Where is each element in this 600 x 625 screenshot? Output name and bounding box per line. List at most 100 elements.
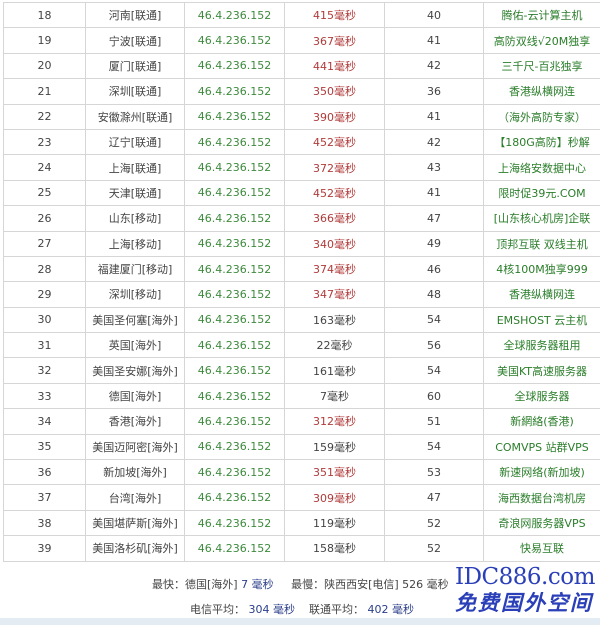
latency-cell: 161毫秒 [284, 357, 385, 384]
sponsor-link[interactable]: 美国KT高速服务器 [483, 357, 600, 384]
sponsor-link[interactable]: 香港纵横网连 [483, 281, 600, 308]
table-row: 37 台湾[海外] 46.4.236.152 309毫秒 47 海西数据台湾机房 [3, 484, 600, 511]
location-cell: 美国堪萨斯[海外] [85, 509, 185, 537]
ip-cell: 46.4.236.152 [184, 1, 285, 29]
sponsor-link[interactable]: 香港纵横网连 [483, 78, 600, 105]
sponsor-link[interactable]: 全球服务器租用 [483, 332, 600, 359]
unicom-avg-value: 402 毫秒 [367, 603, 415, 616]
ip-cell: 46.4.236.152 [184, 230, 285, 257]
hops-cell: 49 [384, 230, 484, 257]
hops-cell: 42 [384, 128, 484, 156]
latency-cell: 372毫秒 [284, 154, 385, 181]
watermark-slogan: 免费国外空间 [455, 590, 593, 615]
table-row: 20 厦门[联通] 46.4.236.152 441毫秒 42 三千尺-百兆独享 [3, 52, 600, 80]
sponsor-link[interactable]: 三千尺-百兆独享 [483, 52, 600, 80]
row-number: 31 [3, 332, 86, 359]
table-row: 28 福建厦门[移动] 46.4.236.152 374毫秒 46 4核100M独享999 [3, 255, 600, 283]
sponsor-link[interactable]: 全球服务器 [483, 382, 600, 410]
latency-cell: 415毫秒 [284, 1, 385, 29]
sponsor-link[interactable]: 4核100M独享999 [483, 255, 600, 283]
hops-cell: 41 [384, 103, 484, 130]
latency-cell: 7毫秒 [284, 382, 385, 410]
table-row: 35 美国迈阿密[海外] 46.4.236.152 159毫秒 54 COMVPS 站群V… [3, 433, 600, 461]
row-number: 28 [3, 255, 86, 283]
table-row: 39 美国洛杉矶[海外] 46.4.236.152 158毫秒 52 快易互联 [3, 535, 600, 562]
sponsor-link[interactable]: 新速网络(新加坡) [483, 459, 600, 486]
unicom-avg-label: 联通平均： [309, 603, 364, 616]
row-number: 36 [3, 459, 86, 486]
table-row: 23 辽宁[联通] 46.4.236.152 452毫秒 42 【180G高防】秒解 [3, 128, 600, 156]
ip-cell: 46.4.236.152 [184, 179, 285, 207]
location-cell: 深圳[移动] [85, 281, 185, 308]
location-cell: 英国[海外] [85, 332, 185, 359]
table-row: 21 深圳[联通] 46.4.236.152 350毫秒 36 香港纵横网连 [3, 78, 600, 105]
ip-cell: 46.4.236.152 [184, 459, 285, 486]
latency-cell: 350毫秒 [284, 78, 385, 105]
fastest-value: 7 毫秒 [241, 578, 274, 591]
location-cell: 天津[联通] [85, 179, 185, 207]
sponsor-link[interactable]: COMVPS 站群VPS [483, 433, 600, 461]
latency-cell: 351毫秒 [284, 459, 385, 486]
row-number: 32 [3, 357, 86, 384]
location-cell: 山东[移动] [85, 205, 185, 232]
ip-cell: 46.4.236.152 [184, 154, 285, 181]
sponsor-link[interactable]: 上海络安数据中心 [483, 154, 600, 181]
table-row: 38 美国堪萨斯[海外] 46.4.236.152 119毫秒 52 奇浪网服务器VPS [3, 509, 600, 537]
hops-cell: 51 [384, 408, 484, 435]
table-row: 30 美国圣何塞[海外] 46.4.236.152 163毫秒 54 EMSHOST 云主… [3, 306, 600, 334]
latency-cell: 374毫秒 [284, 255, 385, 283]
fastest-slowest-line: 最快：德国[海外] 7 毫秒 最慢：陕西西安[电信] 526 毫秒 [152, 576, 449, 592]
ip-cell: 46.4.236.152 [184, 382, 285, 410]
sponsor-link[interactable]: 限时促39元.COM [483, 179, 600, 207]
latency-cell: 441毫秒 [284, 52, 385, 80]
latency-cell: 22毫秒 [284, 332, 385, 359]
averages-line: 电信平均： 304 毫秒 联通平均： 402 毫秒 [190, 601, 414, 617]
sponsor-link[interactable]: 海西数据台湾机房 [483, 484, 600, 511]
hops-cell: 52 [384, 509, 484, 537]
sponsor-link[interactable]: 快易互联 [483, 535, 600, 562]
sponsor-link[interactable]: （海外高防专家） [483, 103, 600, 130]
row-number: 20 [3, 52, 86, 80]
hops-cell: 54 [384, 357, 484, 384]
latency-cell: 367毫秒 [284, 27, 385, 54]
sponsor-link[interactable]: 高防双线√20M独享 [483, 27, 600, 54]
ip-cell: 46.4.236.152 [184, 509, 285, 537]
table-row: 31 英国[海外] 46.4.236.152 22毫秒 56 全球服务器租用 [3, 332, 600, 359]
sponsor-link[interactable]: 新網絡(香港) [483, 408, 600, 435]
sponsor-link[interactable]: 顶邦互联 双线主机 [483, 230, 600, 257]
table-row: 27 上海[移动] 46.4.236.152 340毫秒 49 顶邦互联 双线主机 [3, 230, 600, 257]
location-cell: 新加坡[海外] [85, 459, 185, 486]
hops-cell: 42 [384, 52, 484, 80]
ip-cell: 46.4.236.152 [184, 535, 285, 562]
slowest-label: 最慢： [291, 578, 325, 591]
location-cell: 河南[联通] [85, 1, 185, 29]
sponsor-link[interactable]: 奇浪网服务器VPS [483, 509, 600, 537]
sponsor-link[interactable]: EMSHOST 云主机 [483, 306, 600, 334]
location-cell: 美国洛杉矶[海外] [85, 535, 185, 562]
row-number: 19 [3, 27, 86, 54]
watermark-logo: IDC886.com 免费国外空间 [455, 565, 600, 620]
hops-cell: 36 [384, 78, 484, 105]
location-cell: 宁波[联通] [85, 27, 185, 54]
latency-cell: 390毫秒 [284, 103, 385, 130]
row-number: 24 [3, 154, 86, 181]
table-row: 25 天津[联通] 46.4.236.152 452毫秒 41 限时促39元.COM [3, 179, 600, 207]
latency-cell: 163毫秒 [284, 306, 385, 334]
slowest-value: 526 毫秒 [402, 578, 449, 591]
ip-cell: 46.4.236.152 [184, 103, 285, 130]
hops-cell: 60 [384, 382, 484, 410]
sponsor-link[interactable]: 【180G高防】秒解 [483, 128, 600, 156]
sponsor-link[interactable]: [山东核心机房]企联 [483, 205, 600, 232]
telecom-avg-label: 电信平均： [190, 603, 245, 616]
hops-cell: 41 [384, 27, 484, 54]
ip-cell: 46.4.236.152 [184, 408, 285, 435]
table-row: 36 新加坡[海外] 46.4.236.152 351毫秒 53 新速网络(新加坡) [3, 459, 600, 486]
row-number: 18 [3, 1, 86, 29]
sponsor-link[interactable]: 腾佑-云计算主机 [483, 1, 600, 29]
row-number: 35 [3, 433, 86, 461]
bottom-divider [0, 618, 600, 625]
table-row: 18 河南[联通] 46.4.236.152 415毫秒 40 腾佑-云计算主机 [3, 1, 600, 29]
location-cell: 上海[联通] [85, 154, 185, 181]
hops-cell: 40 [384, 1, 484, 29]
ip-cell: 46.4.236.152 [184, 255, 285, 283]
